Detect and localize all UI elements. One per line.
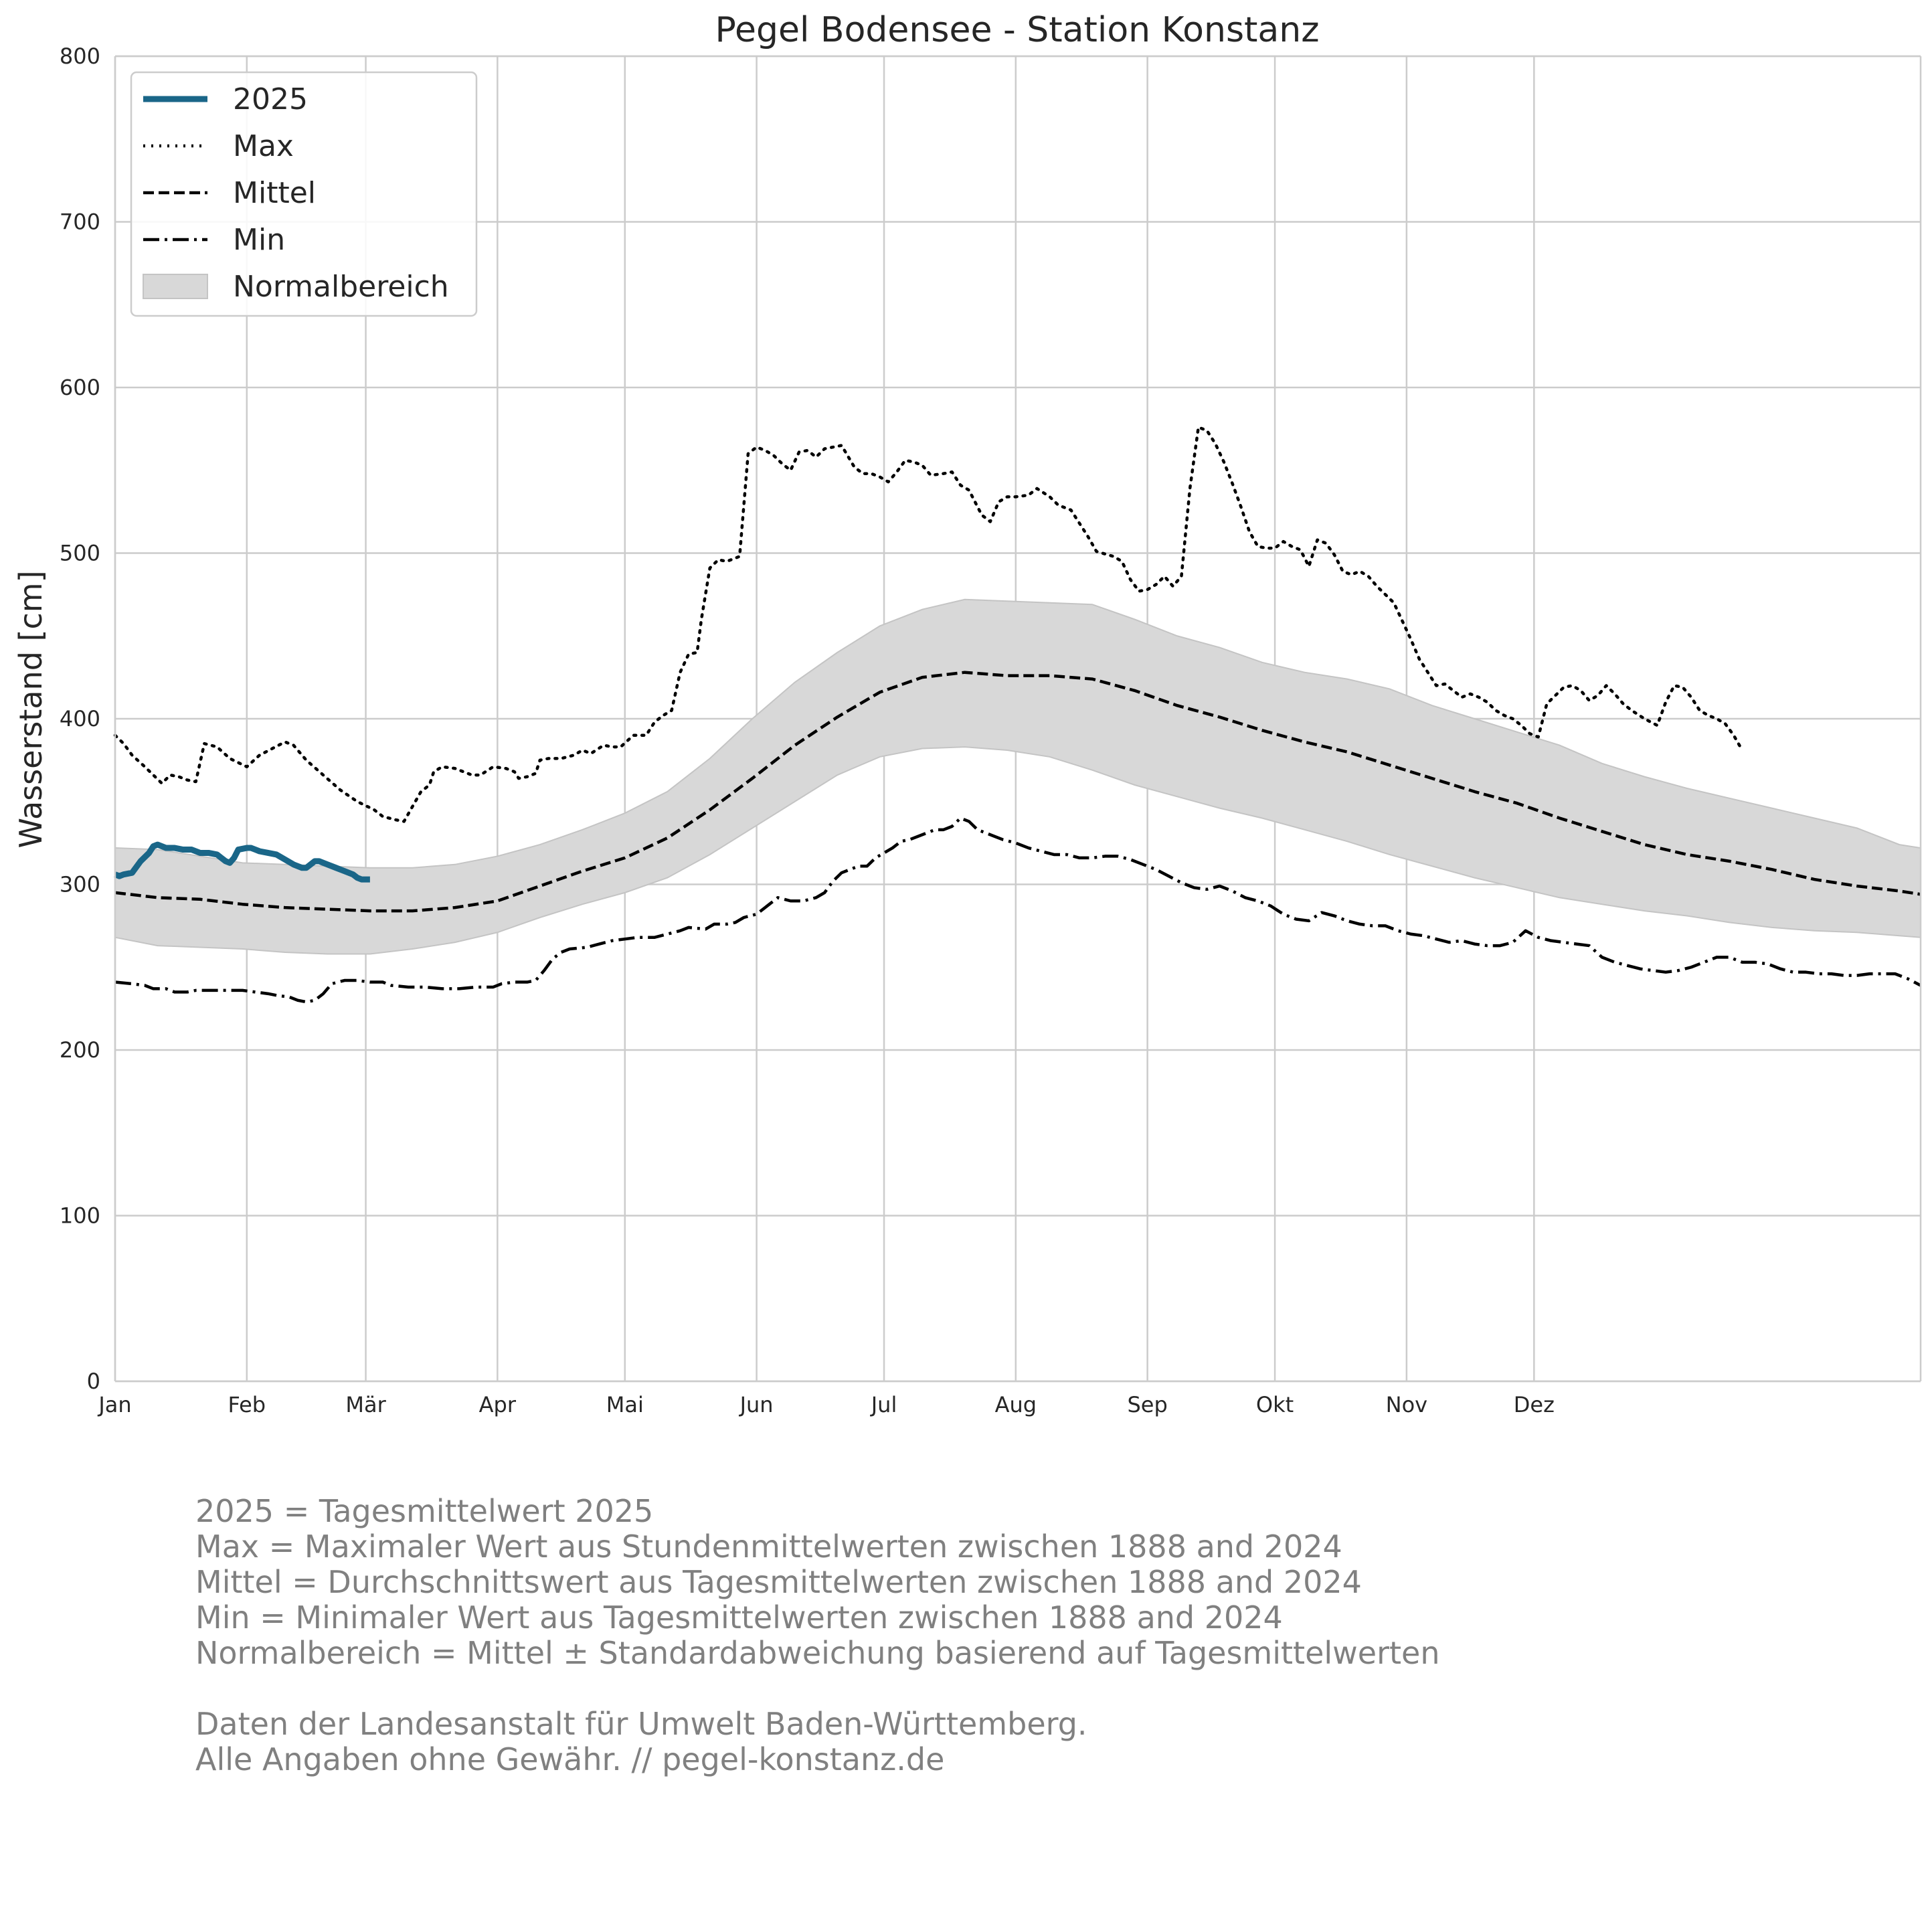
legend-label: Min [233,223,285,257]
y-tick-label: 200 [60,1037,100,1063]
series-lines [113,426,1922,1004]
note-min: Min = Minimaler Wert aus Tagesmittelwert… [195,1599,1283,1636]
x-tick-label: Dez [1514,1392,1555,1417]
legend-swatch-normalbereich [143,274,208,299]
x-tick-label: Jan [97,1392,131,1417]
chart-title: Pegel Bodensee - Station Konstanz [715,10,1319,50]
y-tick-label: 0 [87,1369,100,1394]
legend-label: Max [233,129,294,163]
x-tick-label: Feb [228,1392,266,1417]
y-tick-label: 500 [60,541,100,566]
x-tick-label: Jun [739,1392,774,1417]
note-2025: 2025 = Tagesmittelwert 2025 [195,1493,654,1529]
series-line-2025 [114,841,370,883]
axes: 0 100 200 300 400 500 600 700 800 Jan Feb Mär Apr Mai… [60,43,1922,1417]
note-source: Daten der Landesanstalt für Umwelt Baden… [195,1706,1087,1742]
x-tick-label: Mär [345,1392,386,1417]
series-line-mittel [114,671,1921,913]
x-tick-label: Sep [1127,1392,1167,1417]
note-max: Max = Maximaler Wert aus Stundenmittelwe… [195,1528,1342,1565]
note-disclaimer: Alle Angaben ohne Gewähr. // pegel-konst… [195,1741,945,1777]
y-tick-label: 300 [60,872,100,897]
series-line-min [114,816,1922,1004]
legend-label: 2025 [233,82,308,116]
y-tick-label: 700 [60,209,100,235]
legend-label: Normalbereich [233,270,449,304]
y-tick-label: 100 [60,1203,100,1229]
x-tick-label: Jul [870,1392,897,1417]
normalbereich-area [114,598,1921,955]
x-tick-label: Nov [1386,1392,1427,1417]
legend-box [130,71,478,317]
y-tick-label: 600 [60,375,100,400]
x-tick-label: Mai [606,1392,644,1417]
y-tick-label: 400 [60,706,100,731]
legend: 2025 Max Mittel Min Normalbereich [130,71,478,317]
note-mittel: Mittel = Durchschnittswert aus Tagesmitt… [195,1564,1362,1600]
series-line-max [113,426,1744,823]
normalbereich-band [114,598,1921,955]
water-level-chart: 0 100 200 300 400 500 600 700 800 Jan Feb Mär Apr Mai… [13,10,1922,1417]
footnotes: 2025 = Tagesmittelwert 2025 Max = Maxima… [195,1494,1439,1777]
x-tick-label: Aug [995,1392,1037,1417]
x-tick-label: Okt [1256,1392,1294,1417]
note-normalbereich: Normalbereich = Mittel ± Standardabweich… [195,1635,1440,1671]
x-tick-label: Apr [479,1392,517,1417]
y-axis-label: Wasserstand [cm] [13,570,49,848]
legend-label: Mittel [233,176,316,210]
y-tick-label: 800 [60,43,100,69]
